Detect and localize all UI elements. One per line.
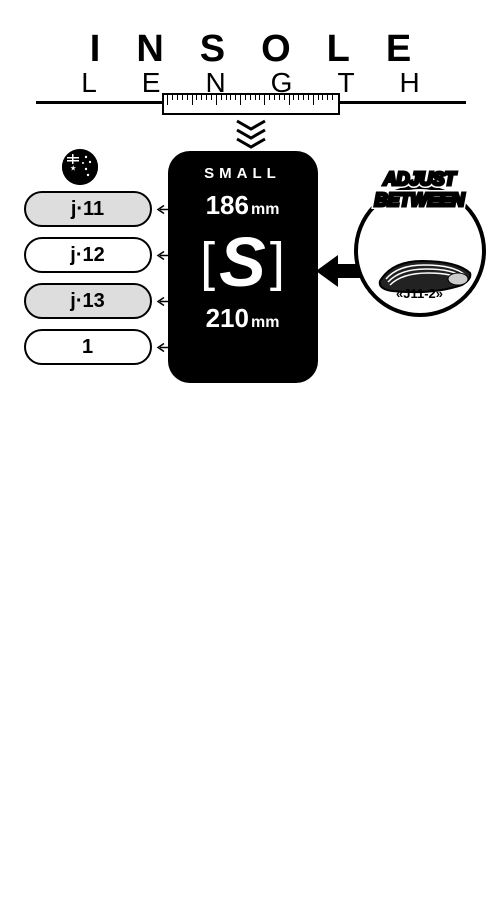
ruler-icon [162,93,340,115]
main-content: j·11j·12j·131 SMALL 186mm [ S ] 210mm «J… [16,155,486,415]
max-value: 210 [206,303,249,333]
ruler-tick [201,95,202,100]
ruler-tick [221,95,222,100]
ruler-tick [211,95,212,100]
ruler-tick [255,95,256,100]
ruler-tick [284,95,285,100]
ruler-tick [327,95,328,100]
ruler-tick [226,95,227,100]
australia-flag-icon [62,149,98,185]
ruler-tick [259,95,260,100]
ruler-tick [298,95,299,100]
card-letter-box: [ S ] [168,227,318,297]
ruler-tick [230,95,231,100]
bracket-right-icon: ] [270,235,285,289]
size-pill: j·11 [24,191,152,227]
ruler-tick [289,95,290,105]
card-letter: S [219,227,266,297]
ruler-tick [177,95,178,100]
ruler-tick [264,95,265,105]
ruler-tick [303,95,304,100]
ruler-tick [318,95,319,100]
size-card: SMALL 186mm [ S ] 210mm [168,151,318,383]
size-pill-label: j·12 [70,244,104,267]
adjust-title: ADJUST ADJUST ADJUST BETWEEN BETWEEN BET… [352,169,488,211]
ruler-tick [167,95,168,105]
chevron-down-icon [0,119,501,149]
title-main: INSOLE [0,28,501,71]
min-value: 186 [206,190,249,220]
ruler-tick [182,95,183,100]
size-pill: j·13 [24,283,152,319]
card-min-mm: 186mm [168,190,318,221]
card-max-mm: 210mm [168,303,318,334]
ruler-tick [293,95,294,100]
ruler-tick [313,95,314,105]
size-pill: 1 [24,329,152,365]
size-pill: j·12 [24,237,152,273]
ruler-tick [187,95,188,100]
bracket-left-icon: [ [200,235,215,289]
ruler-tick [240,95,241,105]
ruler-tick [196,95,197,100]
header: INSOLE LENGTH [0,0,501,149]
ruler-tick [269,95,270,100]
ruler-tick [216,95,217,105]
ruler-tick [235,95,236,100]
size-list: j·11 j·12 j·13 1 [24,191,152,375]
ruler-tick [308,95,309,100]
ruler-tick [245,95,246,100]
ruler-tick [274,95,275,100]
size-pill-label: j·13 [70,290,104,313]
ruler-tick [192,95,193,105]
size-pill-label: j·11 [71,198,104,221]
card-label: SMALL [168,165,318,182]
adjust-code: «J11-2» [358,286,482,301]
ruler-tick [322,95,323,100]
unit-label: mm [251,314,279,331]
adjust-line1: ADJUST ADJUST ADJUST [383,169,455,190]
ruler-tick [172,95,173,100]
ruler-tick [332,95,333,100]
ruler-tick [206,95,207,100]
adjust-line2: BETWEEN BETWEEN BETWEEN [375,190,465,211]
size-pill-label: 1 [82,336,93,359]
ruler-tick [279,95,280,100]
ruler-tick [250,95,251,100]
unit-label: mm [251,201,279,218]
